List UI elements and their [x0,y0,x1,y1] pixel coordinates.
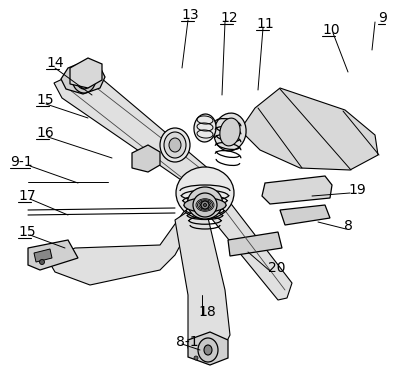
Ellipse shape [39,260,45,265]
Ellipse shape [160,128,190,162]
Polygon shape [228,232,282,256]
Ellipse shape [169,138,181,152]
Text: 12: 12 [220,11,238,25]
Text: 15: 15 [18,225,36,239]
Ellipse shape [176,167,234,219]
Polygon shape [70,58,102,88]
Text: 9-1: 9-1 [10,155,33,169]
Ellipse shape [193,193,217,217]
Ellipse shape [204,345,212,355]
Polygon shape [61,62,105,94]
Polygon shape [240,88,378,170]
Polygon shape [280,205,330,225]
Text: 19: 19 [348,183,366,197]
Text: 13: 13 [181,8,199,22]
Ellipse shape [194,114,216,142]
Text: 16: 16 [36,126,54,140]
Polygon shape [188,332,228,365]
Text: 8: 8 [344,219,353,233]
Polygon shape [175,205,230,357]
Polygon shape [262,176,332,204]
Text: 11: 11 [256,17,274,31]
Text: 14: 14 [46,56,64,70]
Ellipse shape [198,338,218,362]
Ellipse shape [201,201,209,209]
Polygon shape [28,240,78,270]
Ellipse shape [214,113,246,151]
Ellipse shape [76,67,92,89]
Ellipse shape [187,187,222,219]
Text: 9: 9 [378,11,387,25]
Ellipse shape [72,63,96,93]
Ellipse shape [184,198,226,212]
Ellipse shape [220,118,240,146]
Polygon shape [54,67,210,193]
Text: 17: 17 [18,189,36,203]
Text: 8-1: 8-1 [176,335,199,349]
Polygon shape [48,200,205,285]
Text: 15: 15 [36,93,54,107]
Text: 18: 18 [198,305,216,319]
Text: 20: 20 [268,261,285,275]
Polygon shape [198,183,292,300]
Polygon shape [34,249,52,262]
Ellipse shape [203,204,207,207]
Ellipse shape [164,132,186,158]
Ellipse shape [194,356,198,360]
Text: 10: 10 [322,23,339,37]
Polygon shape [132,145,160,172]
